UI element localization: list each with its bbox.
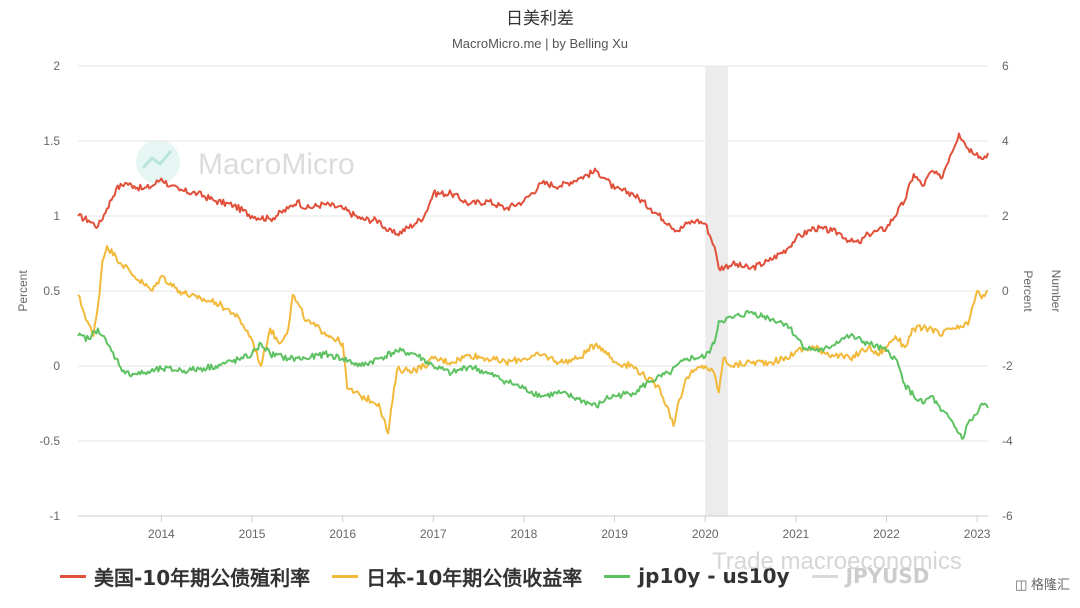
right-tick-label: -6 [1002,509,1013,523]
legend-item-spread[interactable]: jp10y - us10y [604,564,790,588]
left-tick-label: 2 [53,59,60,73]
x-tick-label: 2015 [239,527,266,541]
chart-title: 日美利差 [506,9,574,29]
right-tick-label: 6 [1002,59,1009,73]
legend-label-spread: jp10y - us10y [638,564,790,588]
legend-label-jpyusd: JPYUSD [845,564,930,588]
chart-subtitle: MacroMicro.me | by Belling Xu [452,36,628,51]
grid [78,65,988,517]
credit-text: 格隆汇 [1030,577,1070,592]
series-lines [77,132,989,440]
legend-swatch-spread [604,574,631,578]
x-tick-label: 2021 [782,527,809,541]
right-axis-ticks: 6 4 2 0 -2 -4 -6 [1002,59,1013,523]
right-tick-label: 4 [1002,134,1009,148]
series-line [77,245,989,435]
legend-label-jp10y: 日本-10年期公债收益率 [366,565,583,590]
left-tick-label: 1.5 [43,134,60,148]
legend-item-jp10y[interactable]: 日本-10年期公债收益率 [332,562,582,591]
left-tick-label: 0.5 [43,284,60,298]
x-tick-label: 2019 [601,527,628,541]
right-axis-label-number: Number [1049,270,1063,313]
x-tick-label: 2023 [964,527,991,541]
legend-item-us10y[interactable]: 美国-10年期公债殖利率 [60,562,310,591]
right-axis-label-percent: Percent [1021,270,1035,312]
right-tick-label: -4 [1002,434,1013,448]
left-tick-label: -0.5 [39,434,60,448]
legend-swatch-jp10y [332,574,359,578]
legend: 美国-10年期公债殖利率 日本-10年期公债收益率 jp10y - us10y … [60,556,1070,596]
legend-swatch-jpyusd [811,574,838,578]
watermark: MacroMicro [136,140,355,184]
series-line [77,132,989,272]
left-tick-label: -1 [49,509,60,523]
left-tick-label: 0 [53,359,60,373]
x-tick-label: 2016 [329,527,356,541]
x-tick-label: 2020 [692,527,719,541]
series-line [77,309,989,440]
left-axis-label: Percent [16,270,30,312]
right-tick-label: 0 [1002,284,1009,298]
gelonghui-logo-icon: ◫ [1015,577,1028,592]
credit: ◫ 格隆汇 [1015,574,1070,593]
legend-swatch-us10y [60,574,86,578]
legend-label-us10y: 美国-10年期公债殖利率 [94,565,311,590]
recession-band [705,66,728,516]
recession-band-rect [705,66,728,516]
left-tick-label: 1 [53,209,60,223]
legend-item-jpyusd[interactable]: JPYUSD [811,564,930,588]
x-tick-label: 2018 [511,527,538,541]
overlay-watermark: Trade macroeconomics [712,548,962,575]
right-tick-label: -2 [1002,359,1013,373]
x-tick-label: 2022 [873,527,900,541]
right-tick-label: 2 [1002,209,1009,223]
x-tick-label: 2014 [148,527,175,541]
macromicro-logo-line [141,150,173,170]
x-tick-label: 2017 [420,527,447,541]
watermark-text: MacroMicro [198,148,355,181]
left-axis-ticks: 2 1.5 1 0.5 0 -0.5 -1 [39,59,60,523]
x-axis-ticks: 2014 2015 2016 2017 2018 2019 2020 2021 2022 2023 [78,515,991,541]
